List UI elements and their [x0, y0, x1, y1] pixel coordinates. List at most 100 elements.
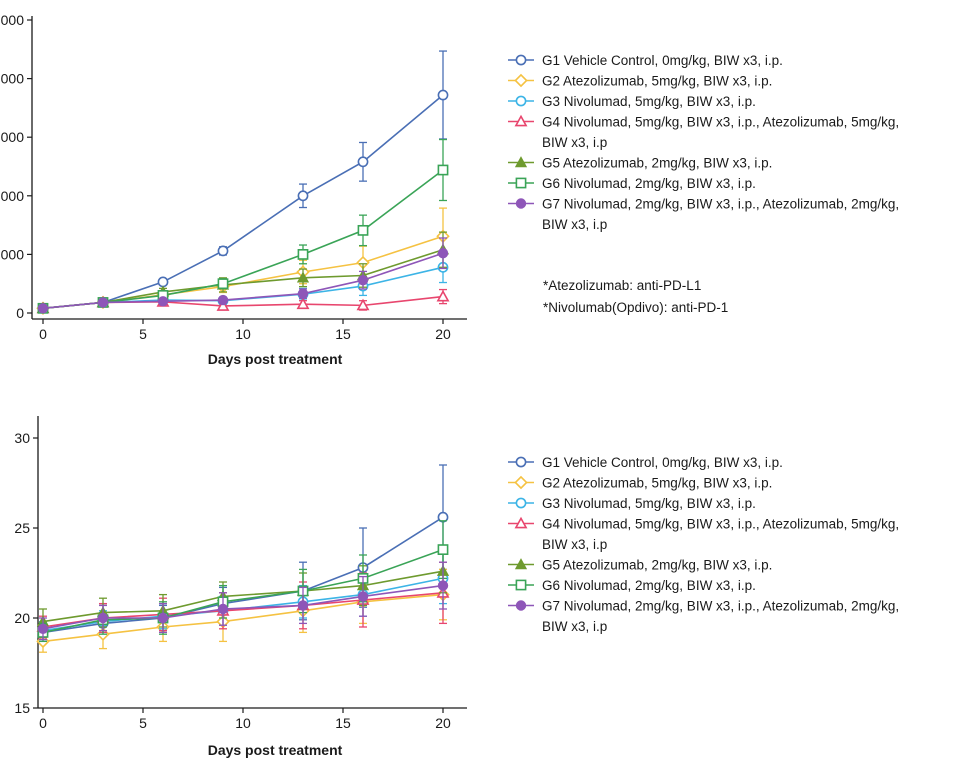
x-tick-label: 0: [39, 326, 47, 342]
y-tick-label: 30: [14, 430, 30, 446]
marker: [357, 156, 369, 168]
legend-label: G2 Atezolizumab, 5mg/kg, BIW x3, i.p.: [542, 74, 772, 89]
legend-label: G7 Nivolumad, 2mg/kg, BIW x3, i.p., Atez…: [542, 599, 899, 614]
y-tick-label: 25: [14, 520, 30, 536]
legend-item: G3 Nivolumad, 5mg/kg, BIW x3, i.p.: [508, 496, 756, 511]
legend-item: G5 Atezolizumab, 2mg/kg, BIW x3, i.p.: [508, 558, 772, 573]
x-tick-label: 15: [335, 326, 351, 342]
y-tick-label: 15: [14, 700, 30, 716]
marker: [515, 579, 527, 591]
marker: [514, 558, 528, 570]
legend-label: G1 Vehicle Control, 0mg/kg, BIW x3, i.p.: [542, 53, 783, 68]
marker: [515, 95, 527, 107]
marker: [437, 580, 449, 591]
series-line: [42, 169, 444, 310]
x-tick-label: 15: [335, 715, 351, 731]
marker: [437, 248, 449, 259]
y-tick-label: 000: [1, 129, 25, 145]
x-axis-label: Days post treatment: [208, 742, 343, 758]
legend-label: G6 Nivolumad, 2mg/kg, BIW x3, i.p.: [542, 578, 756, 593]
marker: [515, 456, 527, 468]
chart-2: 15 20 25 30 0 5 10 15 20 Days post treatment G1 Ve…: [14, 416, 899, 758]
series-1: [37, 50, 449, 314]
legend-item: G4 Nivolumad, 5mg/kg, BIW x3, i.p., Atez…: [508, 516, 899, 552]
y-tick-label: 000: [1, 188, 25, 204]
legend-label: G3 Nivolumad, 5mg/kg, BIW x3, i.p.: [542, 94, 756, 109]
marker: [437, 544, 449, 555]
marker: [217, 603, 229, 615]
legend-item: G6 Nivolumad, 2mg/kg, BIW x3, i.p.: [508, 176, 756, 191]
marker: [216, 299, 230, 311]
y-tick-label: 20: [14, 610, 30, 626]
legend-label: G6 Nivolumad, 2mg/kg, BIW x3, i.p.: [542, 176, 756, 191]
legend: G1 Vehicle Control, 0mg/kg, BIW x3, i.p.…: [508, 53, 899, 232]
marker: [217, 294, 229, 306]
legend-item: G7 Nivolumad, 2mg/kg, BIW x3, i.p., Atez…: [508, 197, 899, 232]
annotation: *Atezolizumab: anti-PD-L1: [543, 278, 701, 293]
x-tick-label: 20: [435, 715, 451, 731]
marker: [157, 612, 169, 624]
legend-label: BIW x3, i.p: [542, 217, 607, 232]
series-6: [37, 138, 449, 314]
legend-label: G2 Atezolizumab, 5mg/kg, BIW x3, i.p.: [542, 476, 772, 491]
marker: [297, 249, 309, 260]
legend-label: G3 Nivolumad, 5mg/kg, BIW x3, i.p.: [542, 496, 756, 511]
legend-item: G6 Nivolumad, 2mg/kg, BIW x3, i.p.: [508, 578, 756, 593]
marker: [217, 278, 229, 290]
marker: [357, 591, 369, 602]
marker: [437, 89, 449, 101]
legend-label: G4 Nivolumad, 5mg/kg, BIW x3, i.p., Atez…: [542, 115, 899, 130]
legend-label: BIW x3, i.p: [542, 619, 607, 634]
legend-label: G5 Atezolizumab, 2mg/kg, BIW x3, i.p.: [542, 156, 772, 171]
marker: [157, 276, 169, 288]
marker: [356, 298, 370, 311]
legend-label: G5 Atezolizumab, 2mg/kg, BIW x3, i.p.: [542, 558, 772, 573]
legend-item: G4 Nivolumad, 5mg/kg, BIW x3, i.p., Atez…: [508, 115, 899, 150]
x-tick-label: 0: [39, 715, 47, 731]
marker: [357, 274, 369, 286]
legend-item: G2 Atezolizumab, 5mg/kg, BIW x3, i.p.: [508, 74, 772, 89]
legend-label: G1 Vehicle Control, 0mg/kg, BIW x3, i.p.: [542, 455, 783, 470]
marker: [514, 156, 528, 168]
x-tick-label: 5: [139, 715, 147, 731]
legend-label: G7 Nivolumad, 2mg/kg, BIW x3, i.p., Atez…: [542, 197, 899, 212]
x-axis-label: Days post treatment: [208, 351, 343, 367]
y-tick-label: 000: [1, 71, 25, 87]
marker: [515, 198, 527, 209]
marker: [515, 54, 527, 66]
marker: [514, 516, 528, 529]
marker: [37, 623, 49, 635]
marker: [437, 164, 449, 176]
marker: [515, 600, 527, 611]
series-7: [37, 237, 449, 314]
marker: [97, 297, 109, 308]
y-tick-label: 000: [1, 246, 25, 262]
y-tick-label: 0: [16, 305, 24, 321]
marker: [514, 475, 528, 490]
legend-item: G3 Nivolumad, 5mg/kg, BIW x3, i.p.: [508, 94, 756, 109]
marker: [515, 177, 527, 189]
marker: [514, 73, 528, 88]
marker: [297, 190, 309, 202]
legend-item: G5 Atezolizumab, 2mg/kg, BIW x3, i.p.: [508, 156, 772, 171]
annotation: *Nivolumab(Opdivo): anti-PD-1: [543, 300, 728, 315]
legend-label: G4 Nivolumad, 5mg/kg, BIW x3, i.p., Atez…: [542, 517, 899, 532]
legend-item: G1 Vehicle Control, 0mg/kg, BIW x3, i.p.: [508, 53, 783, 68]
marker: [296, 271, 310, 283]
marker: [515, 497, 527, 509]
x-tick-label: 10: [235, 715, 251, 731]
marker: [217, 245, 229, 257]
x-tick-label: 20: [435, 326, 451, 342]
x-tick-label: 5: [139, 326, 147, 342]
legend-item: G1 Vehicle Control, 0mg/kg, BIW x3, i.p.: [508, 455, 783, 470]
marker: [436, 289, 450, 302]
legend-item: G2 Atezolizumab, 5mg/kg, BIW x3, i.p.: [508, 476, 772, 491]
x-tick-label: 10: [235, 326, 251, 342]
legend-label: BIW x3, i.p: [542, 135, 607, 150]
legend-item: G7 Nivolumad, 2mg/kg, BIW x3, i.p., Atez…: [508, 599, 899, 634]
series-7: [37, 561, 449, 641]
legend-label: BIW x3, i.p: [542, 537, 607, 552]
legend: G1 Vehicle Control, 0mg/kg, BIW x3, i.p.…: [508, 455, 899, 634]
